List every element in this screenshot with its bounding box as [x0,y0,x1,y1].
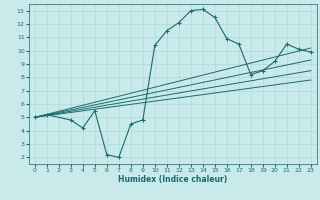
X-axis label: Humidex (Indice chaleur): Humidex (Indice chaleur) [118,175,228,184]
